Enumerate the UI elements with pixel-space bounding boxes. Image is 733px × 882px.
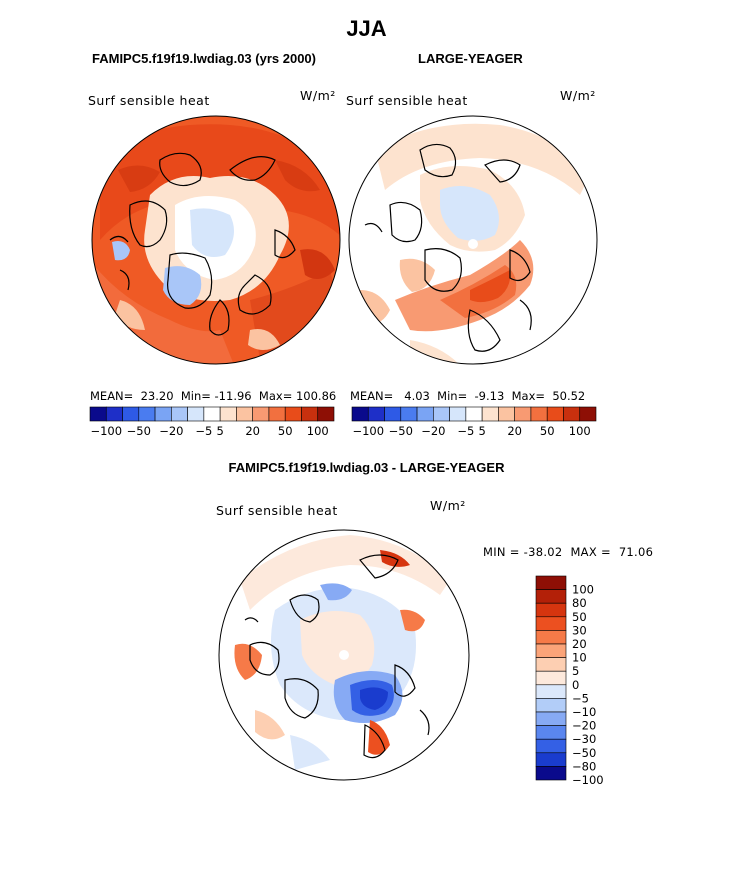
colorbar-swatch bbox=[579, 406, 597, 422]
colorbar-swatch bbox=[465, 406, 483, 422]
colorbar-swatch bbox=[236, 406, 253, 422]
top-maps-svg: MEAN= 23.20 Min= -11.96 Max= 100.86 MEAN… bbox=[89, 115, 598, 438]
colorbar-swatch bbox=[416, 406, 434, 422]
colorbar-swatch bbox=[203, 406, 221, 422]
colorbar-swatch bbox=[138, 406, 156, 422]
colorbar-swatch bbox=[154, 406, 172, 422]
colorbar-swatch bbox=[268, 406, 286, 422]
diff-colorbar-tick-label: 80 bbox=[572, 596, 587, 610]
colorbar-tick-label: −50 bbox=[127, 424, 151, 438]
diff-colorbar-tick-label: −30 bbox=[572, 732, 596, 746]
diff-colorbar-swatch bbox=[535, 657, 567, 672]
colorbar-tick-label: −100 bbox=[90, 424, 122, 438]
colorbar-swatch bbox=[284, 406, 302, 422]
diff-colorbar-tick-label: 50 bbox=[572, 610, 587, 624]
colorbar-swatch bbox=[219, 406, 237, 422]
diff-colorbar-swatch bbox=[535, 643, 567, 658]
left-variable-label: Surf sensible heat bbox=[88, 93, 210, 108]
colorbar-tick-label: 100 bbox=[307, 424, 329, 438]
diff-colorbar-swatch bbox=[535, 616, 567, 631]
colorbar-tick-label: −20 bbox=[421, 424, 445, 438]
colorbar-swatch bbox=[301, 406, 319, 422]
right-colorbar: −100 −50 −20 −5 5 20 50 100 bbox=[351, 406, 597, 438]
diff-colorbar-swatch bbox=[535, 766, 567, 781]
colorbar-tick-label: −5 bbox=[457, 424, 474, 438]
right-units-label: W/m² bbox=[560, 88, 596, 103]
colorbar-tick-label: 50 bbox=[278, 424, 293, 438]
colorbar-tick-label: −5 bbox=[195, 424, 212, 438]
diff-colorbar-tick-label: −100 bbox=[572, 773, 604, 787]
diff-colorbar-tick-label: 30 bbox=[572, 623, 587, 637]
left-polar-map bbox=[91, 115, 341, 365]
colorbar-swatch bbox=[498, 406, 515, 422]
diff-colorbar-swatch bbox=[535, 630, 567, 645]
diff-colorbar-tick-label: 0 bbox=[572, 678, 579, 692]
diff-colorbar-tick-label: 20 bbox=[572, 637, 587, 651]
colorbar-swatch bbox=[481, 406, 499, 422]
left-units-label: W/m² bbox=[300, 88, 336, 103]
colorbar-tick-label: −50 bbox=[389, 424, 413, 438]
colorbar-swatch bbox=[514, 406, 532, 422]
diff-variable-label: Surf sensible heat bbox=[216, 503, 338, 518]
diff-colorbar-swatch bbox=[535, 752, 567, 767]
right-panel-title: LARGE-YEAGER bbox=[418, 51, 523, 66]
diff-colorbar-tick-label: 5 bbox=[572, 664, 579, 678]
diff-colorbar-swatch bbox=[535, 684, 567, 699]
diff-colorbar-swatch bbox=[535, 738, 567, 754]
colorbar-swatch bbox=[252, 406, 270, 422]
diff-stats: MIN = -38.02 MAX = 71.06 bbox=[483, 545, 654, 559]
right-stats: MEAN= 4.03 Min= -9.13 Max= 50.52 bbox=[350, 389, 585, 403]
colorbar-tick-label: 5 bbox=[478, 424, 485, 438]
colorbar-swatch bbox=[171, 406, 188, 422]
season-title: JJA bbox=[346, 16, 387, 41]
diff-colorbar-swatch bbox=[535, 602, 567, 618]
colorbar-swatch bbox=[546, 406, 564, 422]
colorbar-swatch bbox=[317, 406, 335, 422]
colorbar-swatch bbox=[449, 406, 467, 422]
colorbar-swatch bbox=[105, 406, 123, 422]
colorbar-tick-label: −20 bbox=[159, 424, 183, 438]
colorbar-swatch bbox=[89, 406, 107, 422]
diff-colorbar-swatch bbox=[535, 698, 567, 713]
colorbar-tick-label: 20 bbox=[507, 424, 522, 438]
colorbar-swatch bbox=[563, 406, 581, 422]
colorbar-swatch bbox=[384, 406, 402, 422]
left-colorbar: −100 −50 −20 −5 5 20 50 100 bbox=[89, 406, 335, 438]
colorbar-swatch bbox=[187, 406, 205, 422]
colorbar-swatch bbox=[400, 406, 418, 422]
right-variable-label: Surf sensible heat bbox=[346, 93, 468, 108]
diff-colorbar-swatch bbox=[535, 725, 567, 740]
diff-colorbar-tick-label: 100 bbox=[572, 583, 594, 597]
colorbar-tick-label: 5 bbox=[216, 424, 223, 438]
diff-colorbar-tick-label: −5 bbox=[572, 691, 589, 705]
diff-units-label: W/m² bbox=[430, 498, 466, 513]
colorbar-tick-label: −100 bbox=[352, 424, 384, 438]
colorbar-swatch bbox=[367, 406, 385, 422]
colorbar-swatch bbox=[122, 406, 140, 422]
right-polar-map bbox=[348, 115, 598, 365]
diff-colorbar-swatch bbox=[535, 670, 567, 686]
colorbar-tick-label: 50 bbox=[540, 424, 555, 438]
colorbar-swatch bbox=[433, 406, 450, 422]
diff-colorbar-swatch bbox=[535, 575, 567, 590]
left-stats: MEAN= 23.20 Min= -11.96 Max= 100.86 bbox=[90, 389, 336, 403]
colorbar-tick-label: 100 bbox=[569, 424, 591, 438]
diff-colorbar-tick-label: −10 bbox=[572, 705, 596, 719]
colorbar-swatch bbox=[351, 406, 369, 422]
colorbar-swatch bbox=[530, 406, 548, 422]
diff-colorbar-swatch bbox=[535, 711, 567, 726]
diff-colorbar-tick-label: −80 bbox=[572, 759, 596, 773]
difference-title: FAMIPC5.f19f19.lwdiag.03 - LARGE-YEAGER bbox=[228, 460, 505, 475]
diff-colorbar-tick-label: −20 bbox=[572, 719, 596, 733]
colorbar-tick-label: 20 bbox=[245, 424, 260, 438]
left-panel-title: FAMIPC5.f19f19.lwdiag.03 (yrs 2000) bbox=[92, 51, 316, 66]
diff-polar-map bbox=[218, 529, 470, 781]
diff-colorbar-tick-label: 10 bbox=[572, 651, 587, 665]
diff-colorbar-tick-label: −50 bbox=[572, 746, 596, 760]
diff-colorbar-swatch bbox=[535, 589, 567, 604]
